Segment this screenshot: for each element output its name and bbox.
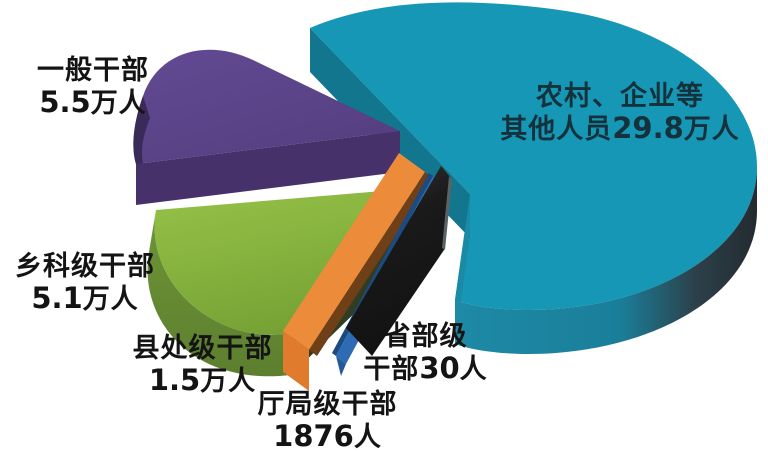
pie-slice-general-cadres-top: [133, 49, 400, 164]
label-bureau-cadres-line1: 厅局级干部: [257, 389, 398, 419]
label-township-cadres-line2: 5.1万人: [31, 281, 139, 315]
label-bureau-cadres-line2: 1876人: [273, 419, 382, 452]
label-county-cadres: 县处级干部 1.5万人: [115, 332, 290, 397]
label-general-cadres-line2: 5.5万人: [39, 85, 147, 119]
pie-slice-general-cadres-side: [136, 131, 400, 205]
pie-slice-county-cadres-bottom: [283, 331, 309, 391]
label-general-cadres-line1: 一般干部: [37, 55, 149, 85]
pie-slice-county-cadres-dark-edge: [309, 172, 433, 356]
label-provincial-cadres-line2: 干部30人: [363, 351, 488, 385]
label-county-cadres-line2: 1.5万人: [148, 363, 257, 397]
label-bureau-cadres: 厅局级干部 1876人: [235, 388, 420, 452]
label-general-cadres: 一般干部 5.5万人: [8, 54, 178, 119]
pie-slice-provincial-cadres-side: [346, 166, 451, 356]
label-rural-others-value: 29.8: [612, 111, 684, 145]
label-township-cadres-line1: 乡科级干部: [15, 251, 155, 281]
label-bureau-cadres-value: 1876: [273, 419, 354, 452]
pie-slice-rural-others-top: [310, 2, 758, 310]
label-provincial-cadres-line1: 省部级: [383, 321, 468, 351]
label-rural-others-line2: 其他人员29.8万人: [500, 111, 740, 145]
pie-slice-rural-others-side: [455, 168, 757, 354]
pie-slice-county-cadres-top: [283, 153, 425, 350]
label-township-cadres-value: 5.1: [31, 281, 83, 315]
label-provincial-cadres: 省部级 干部30人: [358, 320, 493, 385]
pie-slice-township-cadres-rim-side: [147, 210, 291, 377]
pie-slice-provincial-cadres-edge-highlight: [442, 176, 452, 250]
label-provincial-cadres-value: 30: [419, 351, 460, 385]
pie-slice-bureau-cadres-tip: [336, 356, 346, 376]
label-county-cadres-value: 1.5: [148, 363, 201, 397]
label-county-cadres-line1: 县处级干部: [132, 333, 273, 363]
label-rural-others: 农村、企业等 其他人员29.8万人: [470, 80, 768, 145]
label-township-cadres: 乡科级干部 5.1万人: [0, 250, 170, 315]
label-general-cadres-value: 5.5: [39, 85, 91, 119]
pie-slice-general-cadres-rim-side: [133, 96, 150, 170]
label-rural-others-line1: 农村、企业等: [536, 81, 704, 111]
